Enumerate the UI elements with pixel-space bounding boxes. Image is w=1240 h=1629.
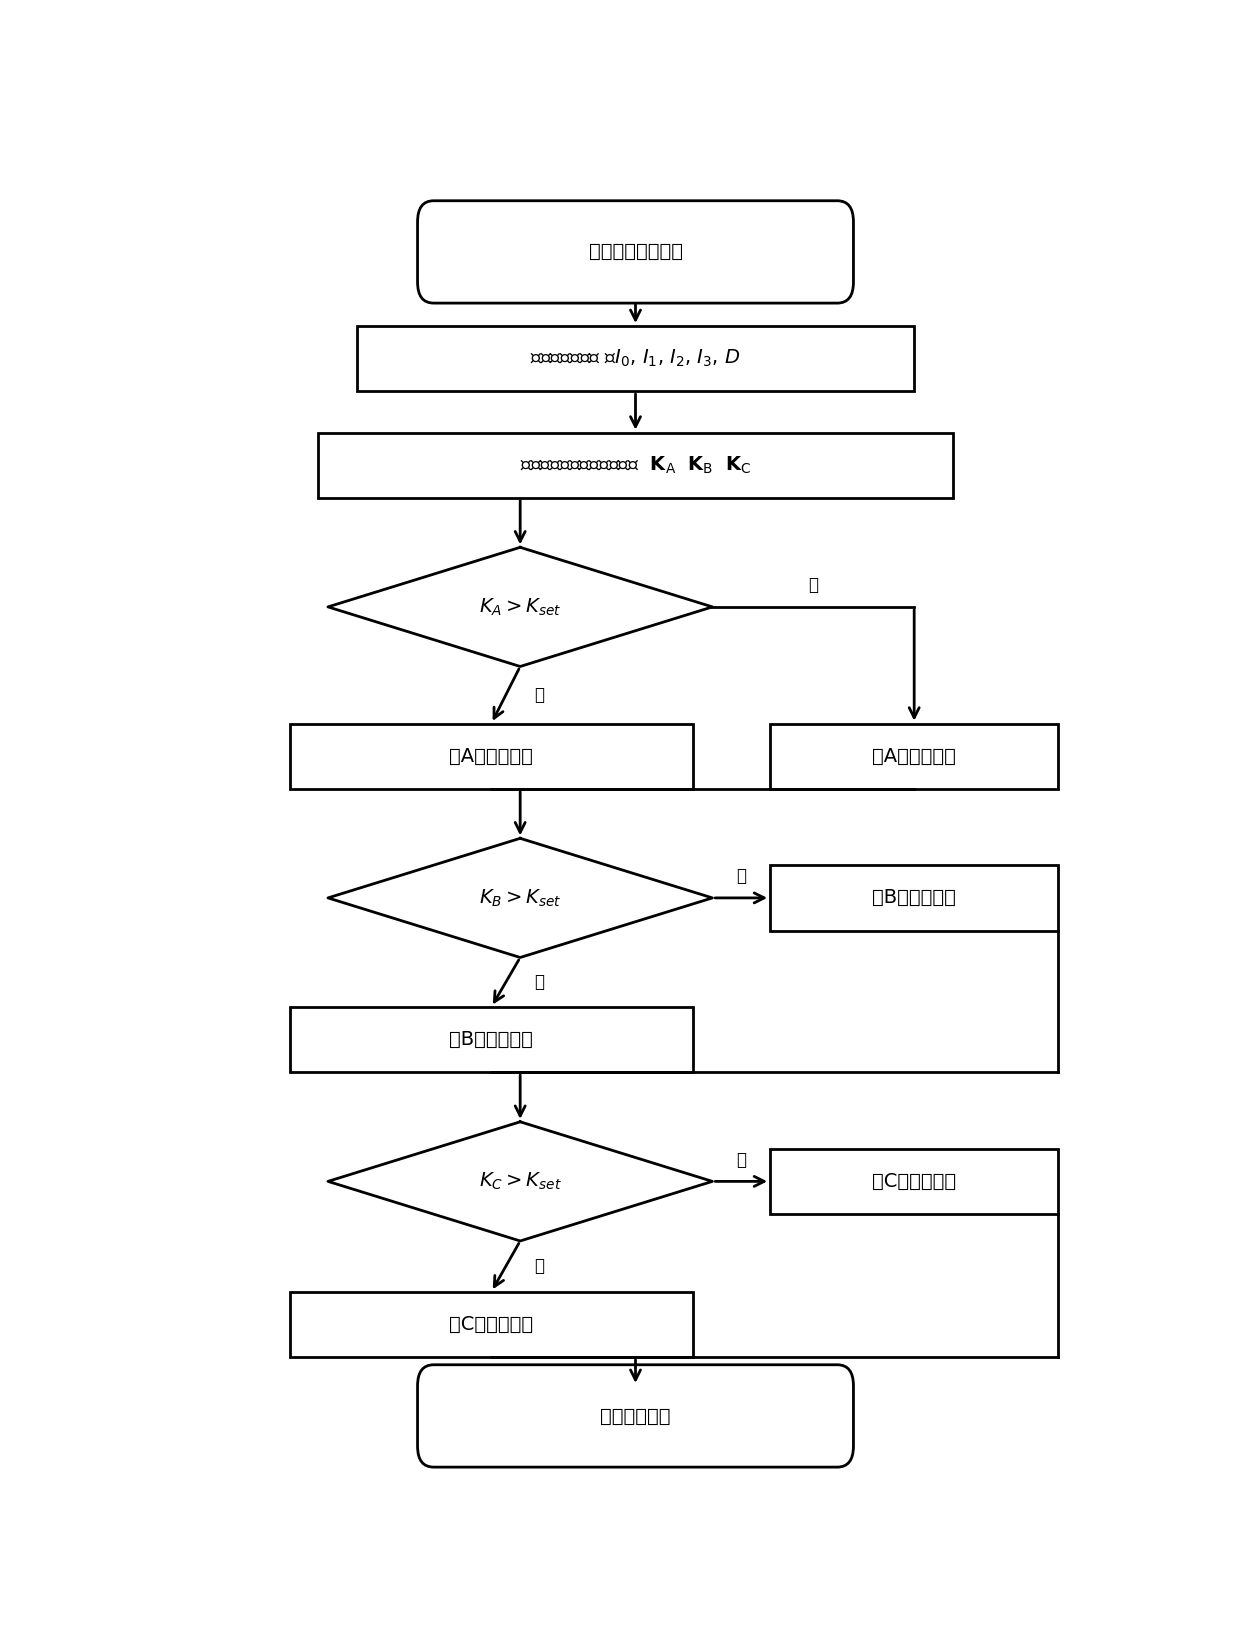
FancyBboxPatch shape (319, 433, 952, 498)
Text: 计算各相涌流综合判据系数  $\mathbf{K}_{\mathrm{A}}$  $\mathbf{K}_{\mathrm{B}}$  $\mathbf{K}_: 计算各相涌流综合判据系数 $\mathbf{K}_{\mathrm{A}}$ $… (520, 454, 751, 476)
Text: 置C相谐波标志: 置C相谐波标志 (872, 1171, 956, 1191)
FancyBboxPatch shape (289, 723, 693, 788)
Text: $K_{C} > K_{set}$: $K_{C} > K_{set}$ (479, 1171, 562, 1192)
Text: 是: 是 (737, 1150, 746, 1170)
Polygon shape (327, 547, 713, 666)
Text: 否: 否 (534, 1258, 544, 1276)
FancyBboxPatch shape (289, 1007, 693, 1072)
Text: 置A相谐波标志: 置A相谐波标志 (872, 746, 956, 766)
FancyBboxPatch shape (770, 723, 1058, 788)
Text: 谐波判断出口: 谐波判断出口 (600, 1406, 671, 1425)
FancyBboxPatch shape (418, 200, 853, 303)
Polygon shape (327, 839, 713, 958)
Text: 是: 是 (808, 577, 818, 595)
Text: $K_{A} > K_{set}$: $K_{A} > K_{set}$ (479, 596, 562, 617)
Text: 清A相谐波标志: 清A相谐波标志 (449, 746, 533, 766)
Text: 清C相谐波标志: 清C相谐波标志 (449, 1315, 533, 1334)
FancyBboxPatch shape (357, 326, 914, 391)
Text: 计算变压器电流 中$I_{0}$, $I_{1}$, $I_{2}$, $I_{3}$, $D$: 计算变压器电流 中$I_{0}$, $I_{1}$, $I_{2}$, $I_{… (531, 349, 740, 370)
Text: 清B相谐波标志: 清B相谐波标志 (449, 1030, 533, 1049)
FancyBboxPatch shape (770, 865, 1058, 930)
Text: 谐波判断逻辑入口: 谐波判断逻辑入口 (589, 243, 682, 261)
FancyBboxPatch shape (770, 1148, 1058, 1214)
FancyBboxPatch shape (418, 1365, 853, 1468)
Polygon shape (327, 1122, 713, 1241)
Text: 否: 否 (534, 973, 544, 992)
Text: 置B相谐波标志: 置B相谐波标志 (872, 888, 956, 907)
FancyBboxPatch shape (289, 1292, 693, 1357)
Text: 是: 是 (737, 867, 746, 886)
Text: $K_{B} > K_{set}$: $K_{B} > K_{set}$ (479, 888, 562, 909)
Text: 否: 否 (534, 686, 544, 704)
